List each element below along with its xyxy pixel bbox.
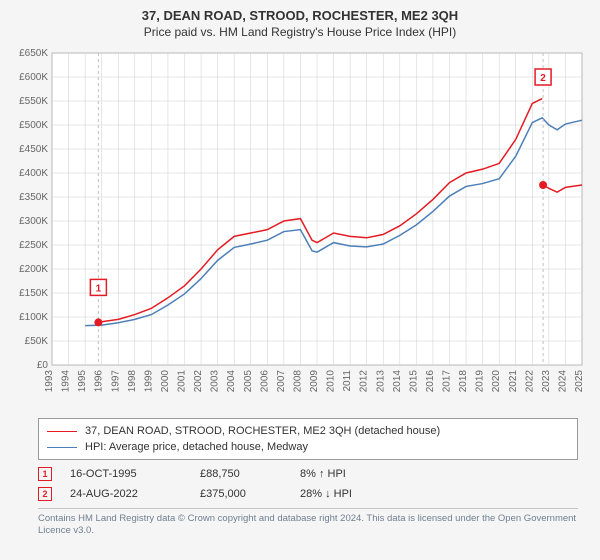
transaction-marker: 2 bbox=[38, 487, 52, 501]
chart-area: £0 £50K £100K £150K £200K £250K £300K £350K £400… bbox=[10, 45, 590, 410]
transaction-date: 16-OCT-1995 bbox=[70, 468, 200, 480]
chart-container: 37, DEAN ROAD, STROOD, ROCHESTER, ME2 3Q… bbox=[0, 0, 600, 560]
transaction-date: 24-AUG-2022 bbox=[70, 488, 200, 500]
transaction-marker: 1 bbox=[38, 467, 52, 481]
svg-text:£400K: £400K bbox=[19, 168, 48, 179]
transaction-delta: 8% ↑ HPI bbox=[300, 468, 420, 480]
legend-label: HPI: Average price, detached house, Medw… bbox=[85, 441, 308, 453]
svg-text:1998: 1998 bbox=[127, 370, 138, 393]
svg-text:£0: £0 bbox=[37, 360, 49, 371]
svg-text:£300K: £300K bbox=[19, 216, 48, 227]
svg-text:1996: 1996 bbox=[94, 370, 105, 393]
svg-text:2017: 2017 bbox=[442, 370, 453, 393]
svg-text:2007: 2007 bbox=[276, 370, 287, 393]
chart-svg: £0 £50K £100K £150K £200K £250K £300K £350K £400… bbox=[10, 45, 590, 405]
svg-text:2018: 2018 bbox=[458, 370, 469, 393]
svg-text:2021: 2021 bbox=[508, 370, 519, 393]
svg-text:£200K: £200K bbox=[19, 264, 48, 275]
legend-label: 37, DEAN ROAD, STROOD, ROCHESTER, ME2 3Q… bbox=[85, 425, 440, 437]
svg-text:£600K: £600K bbox=[19, 72, 48, 83]
svg-text:2: 2 bbox=[540, 73, 546, 84]
svg-text:2020: 2020 bbox=[491, 370, 502, 393]
transaction-price: £88,750 bbox=[200, 468, 300, 480]
svg-text:£350K: £350K bbox=[19, 192, 48, 203]
svg-text:2023: 2023 bbox=[541, 370, 552, 393]
svg-text:£650K: £650K bbox=[19, 48, 48, 59]
svg-text:£50K: £50K bbox=[25, 336, 49, 347]
svg-text:2004: 2004 bbox=[226, 370, 237, 393]
svg-text:2005: 2005 bbox=[243, 370, 254, 393]
svg-text:£150K: £150K bbox=[19, 288, 48, 299]
svg-text:2001: 2001 bbox=[177, 370, 188, 393]
transaction-table: 1 16-OCT-1995£88,7508% ↑ HPI 2 24-AUG-2022£… bbox=[38, 464, 578, 504]
copyright-text: Contains HM Land Registry data © Crown c… bbox=[38, 508, 578, 538]
svg-text:2019: 2019 bbox=[475, 370, 486, 393]
svg-text:£100K: £100K bbox=[19, 312, 48, 323]
svg-text:2009: 2009 bbox=[309, 370, 320, 393]
legend-row: 37, DEAN ROAD, STROOD, ROCHESTER, ME2 3Q… bbox=[47, 423, 569, 439]
svg-text:2012: 2012 bbox=[359, 370, 370, 393]
svg-text:£550K: £550K bbox=[19, 96, 48, 107]
svg-text:2008: 2008 bbox=[292, 370, 303, 393]
svg-text:2015: 2015 bbox=[408, 370, 419, 393]
transaction-row: 2 24-AUG-2022£375,00028% ↓ HPI bbox=[38, 484, 578, 504]
legend-swatch bbox=[47, 431, 77, 432]
legend-row: HPI: Average price, detached house, Medw… bbox=[47, 439, 569, 455]
chart-title: 37, DEAN ROAD, STROOD, ROCHESTER, ME2 3Q… bbox=[10, 8, 590, 23]
transaction-delta: 28% ↓ HPI bbox=[300, 488, 420, 500]
legend-swatch bbox=[47, 447, 77, 448]
svg-text:1994: 1994 bbox=[61, 370, 72, 393]
svg-text:2022: 2022 bbox=[524, 370, 535, 393]
svg-text:1995: 1995 bbox=[77, 370, 88, 393]
svg-text:£250K: £250K bbox=[19, 240, 48, 251]
svg-text:2016: 2016 bbox=[425, 370, 436, 393]
svg-text:2006: 2006 bbox=[259, 370, 270, 393]
transaction-price: £375,000 bbox=[200, 488, 300, 500]
svg-text:2011: 2011 bbox=[342, 370, 353, 392]
svg-text:2003: 2003 bbox=[210, 370, 221, 393]
svg-text:1999: 1999 bbox=[143, 370, 154, 393]
svg-text:2000: 2000 bbox=[160, 370, 171, 393]
svg-text:2025: 2025 bbox=[574, 370, 585, 393]
svg-text:2013: 2013 bbox=[375, 370, 386, 393]
title-block: 37, DEAN ROAD, STROOD, ROCHESTER, ME2 3Q… bbox=[10, 8, 590, 39]
svg-text:2024: 2024 bbox=[557, 370, 568, 393]
svg-text:1993: 1993 bbox=[44, 370, 55, 393]
svg-text:2010: 2010 bbox=[326, 370, 337, 393]
svg-text:2002: 2002 bbox=[193, 370, 204, 393]
chart-subtitle: Price paid vs. HM Land Registry's House … bbox=[10, 25, 590, 39]
svg-text:2014: 2014 bbox=[392, 370, 403, 393]
svg-text:£500K: £500K bbox=[19, 120, 48, 131]
legend-box: 37, DEAN ROAD, STROOD, ROCHESTER, ME2 3Q… bbox=[38, 418, 578, 460]
transaction-row: 1 16-OCT-1995£88,7508% ↑ HPI bbox=[38, 464, 578, 484]
svg-text:£450K: £450K bbox=[19, 144, 48, 155]
svg-text:1997: 1997 bbox=[110, 370, 121, 393]
svg-text:1: 1 bbox=[96, 283, 102, 294]
